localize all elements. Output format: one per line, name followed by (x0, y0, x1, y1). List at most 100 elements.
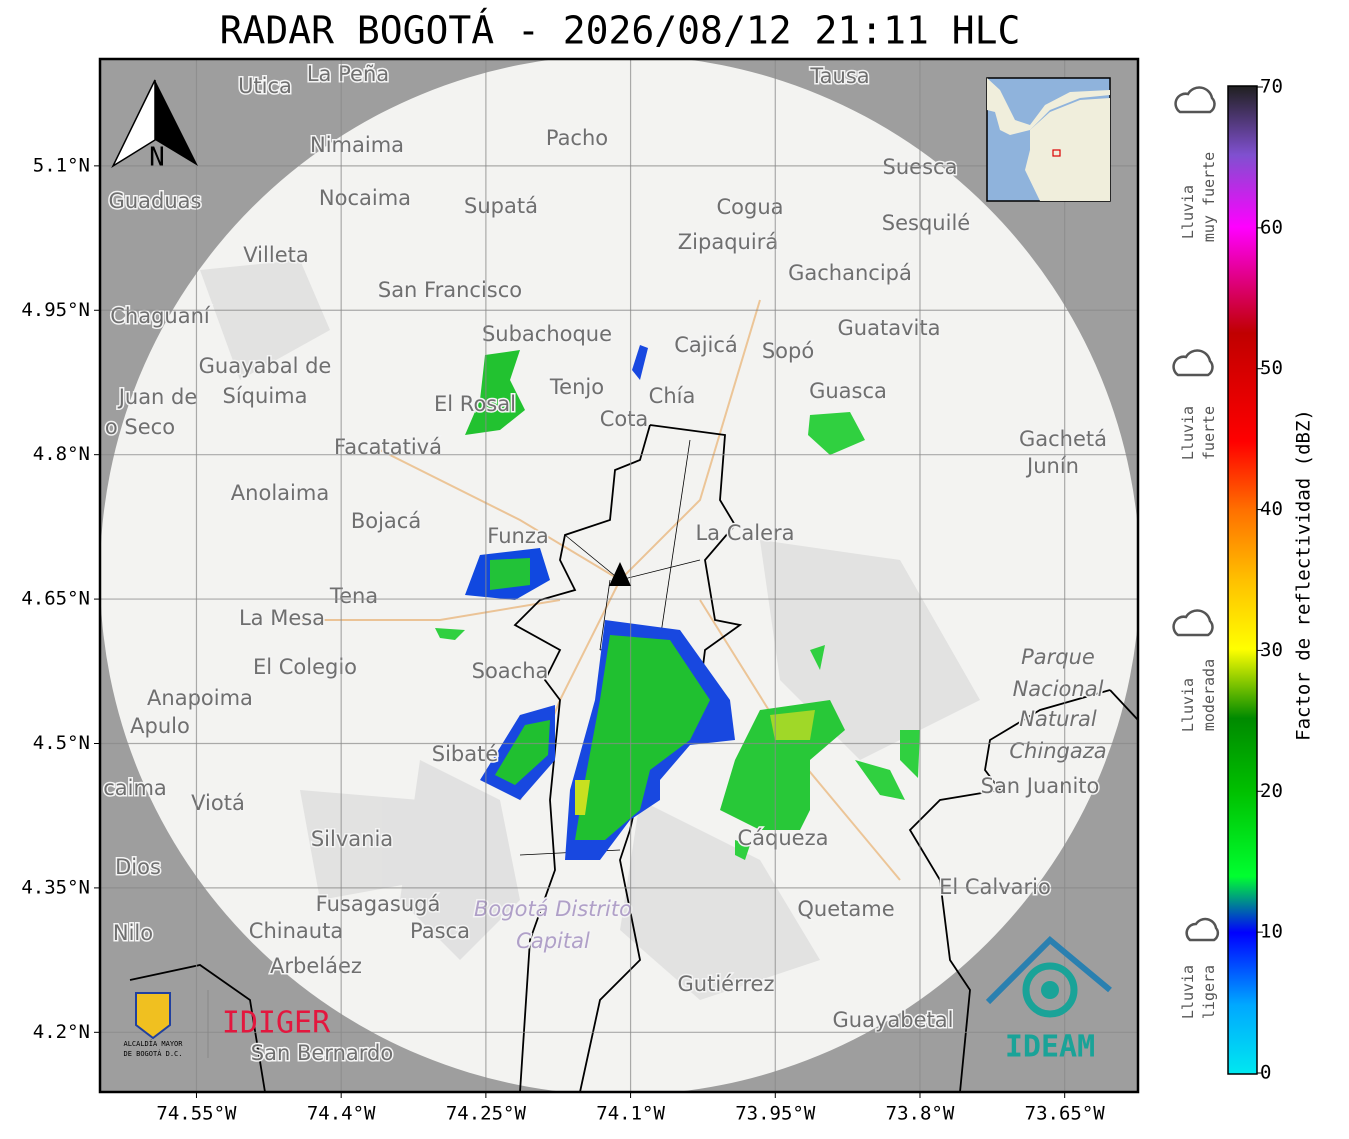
place-label: Quetame (797, 897, 894, 921)
colorbar-tick-label: 50 (1260, 357, 1283, 379)
place-label: o Seco (105, 415, 175, 439)
y-tick-label: 5.1°N (33, 154, 90, 176)
place-label: Anolaima (231, 481, 329, 505)
place-label: Soacha (472, 659, 549, 683)
place-label: Utica (238, 74, 292, 98)
place-label: Gachetá (1019, 427, 1107, 451)
place-label: San Francisco (378, 278, 522, 302)
colorbar-label: Factor de reflectividad (dBZ) (1293, 409, 1315, 741)
place-label: Facatativá (334, 435, 442, 459)
place-label: caima (103, 776, 167, 800)
place-label: La Peña (307, 62, 389, 86)
place-label: Natural (1019, 707, 1097, 731)
place-label: Sibaté (432, 742, 499, 766)
place-label: Tena (329, 584, 378, 608)
radar-site (609, 562, 631, 586)
legend-label: Lluvia (1179, 678, 1197, 732)
place-label: Arbeláez (270, 954, 362, 978)
inset-map (986, 77, 1111, 202)
map-frame (98, 57, 1140, 1094)
place-label: Guatavita (838, 316, 941, 340)
y-tick-label: 4.95°N (21, 299, 90, 321)
place-label: Chingaza (1009, 739, 1106, 763)
colorbar-tick-label: 40 (1260, 498, 1283, 520)
y-tick-label: 4.65°N (21, 588, 90, 610)
place-label: Nacional (1013, 677, 1104, 701)
place-label: Chía (649, 384, 696, 408)
place-label: La Calera (695, 521, 794, 545)
place-label: Cogua (716, 195, 783, 219)
title: RADAR BOGOTÁ - 2026/08/12 21:11 HLC (220, 9, 1021, 53)
place-label: San Juanito (981, 774, 1100, 798)
place-label: Guasca (809, 379, 887, 403)
colorbar-tick-label: 0 (1260, 1062, 1271, 1084)
place-label: Guaduas (109, 189, 202, 213)
place-label: Funza (487, 524, 548, 548)
logo-text: DE BOGOTÁ D.C. (123, 1049, 182, 1058)
place-label: Apulo (130, 714, 190, 738)
place-label: Junín (1025, 454, 1079, 478)
place-label: Sopó (762, 339, 814, 363)
place-label: Fusagasugá (316, 892, 441, 916)
colorbar-tick-label: 60 (1260, 216, 1283, 238)
place-label: Anapoima (147, 686, 253, 710)
place-label: Nimaima (310, 133, 404, 157)
x-tick-label: 74.4°W (307, 1103, 376, 1125)
place-label: Subachoque (482, 322, 612, 346)
place-label: Zipaquirá (678, 230, 778, 254)
place-label: Nocaima (319, 186, 411, 210)
legend-label: moderada (1200, 659, 1218, 731)
place-label: Cáqueza (738, 826, 829, 850)
colorbar-tick-label: 70 (1260, 76, 1283, 98)
legend: Lluvia muy fuerte Lluvia fuerte Lluvia m… (1172, 86, 1220, 1019)
place-label: Chinauta (249, 919, 343, 943)
x-tick-label: 74.55°W (156, 1103, 237, 1125)
place-label: Sesquilé (882, 211, 970, 235)
place-label: Guayabetal (833, 1008, 954, 1032)
colorbar-tick-label: 10 (1260, 921, 1283, 943)
idiger-logo: IDIGER (222, 1006, 331, 1041)
place-label: Bojacá (351, 509, 421, 533)
colorbar-tick-label: 20 (1260, 780, 1283, 802)
place-label: La Mesa (239, 606, 325, 630)
place-label: Parque (1021, 645, 1095, 669)
place-label: Dios (115, 855, 161, 879)
place-label: Nilo (113, 921, 153, 945)
place-label: Capital (516, 929, 590, 953)
legend-label: fuerte (1200, 406, 1218, 460)
legend-label: Lluvia (1179, 406, 1197, 460)
place-label: Juan de (117, 385, 198, 409)
map: La Peña Utica Tausa Pacho Nimaima Guadua… (100, 59, 1138, 1092)
place-label: Gutiérrez (678, 972, 775, 996)
legend-label: Lluvia (1179, 185, 1197, 239)
x-tick-label: 73.95°W (735, 1103, 816, 1125)
place-label: Guayabal de (199, 354, 332, 378)
legend-label: ligera (1200, 965, 1218, 1019)
y-tick-label: 4.8°N (33, 443, 90, 465)
legend-label: Lluvia (1179, 965, 1197, 1019)
ideam-text: IDEAM (1005, 1030, 1095, 1065)
place-label: Supatá (464, 194, 538, 218)
place-label: Cajicá (674, 333, 738, 357)
place-label: Chaguaní (110, 304, 211, 328)
x-tick-label: 74.1°W (596, 1103, 665, 1125)
north-arrow: N (111, 79, 198, 173)
place-label: San Bernardo (251, 1041, 393, 1065)
place-label: Cota (600, 407, 649, 431)
grid (100, 59, 1138, 1092)
place-labels: La Peña Utica Tausa Pacho Nimaima Guadua… (102, 61, 1109, 1067)
place-label: Pacho (546, 126, 608, 150)
place-label: Tenjo (549, 375, 604, 399)
alcaldia-logo: ALCALDÍA MAYOR DE BOGOTÁ D.C. IDIGER (123, 990, 331, 1058)
colorbar-tick-label: 30 (1260, 639, 1283, 661)
x-tick-label: 73.65°W (1025, 1103, 1106, 1125)
north-label: N (149, 143, 165, 173)
x-tick-label: 73.8°W (886, 1103, 955, 1125)
place-label: Gachancipá (788, 261, 912, 285)
y-tick-label: 4.2°N (33, 1021, 90, 1043)
y-tick-label: 4.5°N (33, 732, 90, 754)
x-tick-label: 74.25°W (446, 1103, 527, 1125)
legend-label: muy fuerte (1200, 152, 1218, 242)
place-label: El Calvario (939, 875, 1051, 899)
